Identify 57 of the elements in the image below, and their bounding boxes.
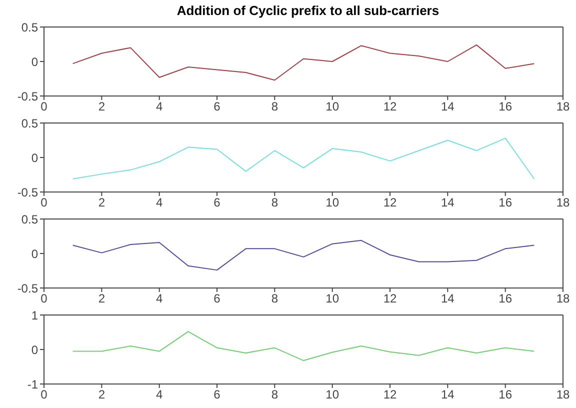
x-tick-label: 10 <box>326 292 340 306</box>
x-tick-label: 10 <box>326 100 340 114</box>
y-tick-label: -1 <box>27 377 38 392</box>
x-tick-label: 16 <box>498 292 512 306</box>
x-tick-label: 18 <box>556 292 570 306</box>
y-tick-label: 0.5 <box>21 20 38 34</box>
x-tick-label: 4 <box>156 292 163 306</box>
y-tick-label: 0 <box>31 150 38 165</box>
x-tick-label: 14 <box>440 292 455 306</box>
x-tick-label: 16 <box>498 100 512 114</box>
y-tick-label: 0 <box>31 54 38 69</box>
x-tick-label: 10 <box>326 388 340 402</box>
x-tick-label: 14 <box>440 196 455 210</box>
y-tick-label: 0 <box>31 246 38 261</box>
x-tick-label: 8 <box>271 196 278 210</box>
x-tick-label: 6 <box>214 100 221 114</box>
x-tick-label: 16 <box>498 388 512 402</box>
x-tick-label: 14 <box>440 100 455 114</box>
y-tick-label: 0 <box>31 342 38 357</box>
x-tick-label: 12 <box>383 292 397 306</box>
y-tick-label: 0.5 <box>21 212 38 226</box>
x-tick-label: 0 <box>40 292 48 306</box>
x-tick-label: 8 <box>271 292 278 306</box>
x-tick-label: 18 <box>556 388 570 402</box>
x-tick-label: 12 <box>383 388 397 402</box>
x-tick-label: 18 <box>556 100 570 114</box>
x-tick-label: 12 <box>383 196 397 210</box>
x-tick-label: 0 <box>40 100 48 114</box>
line-series <box>72 331 535 362</box>
line-series <box>72 138 535 180</box>
chart-title: Addition of Cyclic prefix to all sub-carriers <box>176 2 440 20</box>
x-tick-label: 6 <box>214 196 221 210</box>
x-tick-label: 0 <box>40 196 48 210</box>
line-series <box>72 240 535 271</box>
x-tick-label: 12 <box>383 100 397 114</box>
x-tick-label: 4 <box>156 196 163 210</box>
x-tick-label: 8 <box>271 388 278 402</box>
y-tick-label: -0.5 <box>17 89 38 104</box>
y-tick-label: 0.5 <box>21 116 38 130</box>
x-tick-label: 6 <box>214 292 221 306</box>
x-tick-label: 16 <box>498 196 512 210</box>
x-tick-label: 10 <box>326 196 340 210</box>
x-tick-label: 2 <box>98 196 106 210</box>
x-tick-label: 6 <box>214 388 221 402</box>
x-tick-label: 8 <box>271 100 278 114</box>
x-tick-label: 14 <box>440 388 455 402</box>
x-tick-label: 2 <box>98 388 106 402</box>
y-tick-label: -0.5 <box>17 281 38 296</box>
x-tick-label: 4 <box>156 388 163 402</box>
x-tick-label: 0 <box>40 388 48 402</box>
y-tick-label: 1 <box>31 308 38 322</box>
y-tick-label: -0.5 <box>17 185 38 200</box>
x-tick-label: 2 <box>98 100 106 114</box>
x-tick-label: 18 <box>556 196 570 210</box>
line-series <box>72 44 535 81</box>
x-tick-label: 4 <box>156 100 163 114</box>
x-tick-label: 2 <box>98 292 106 306</box>
